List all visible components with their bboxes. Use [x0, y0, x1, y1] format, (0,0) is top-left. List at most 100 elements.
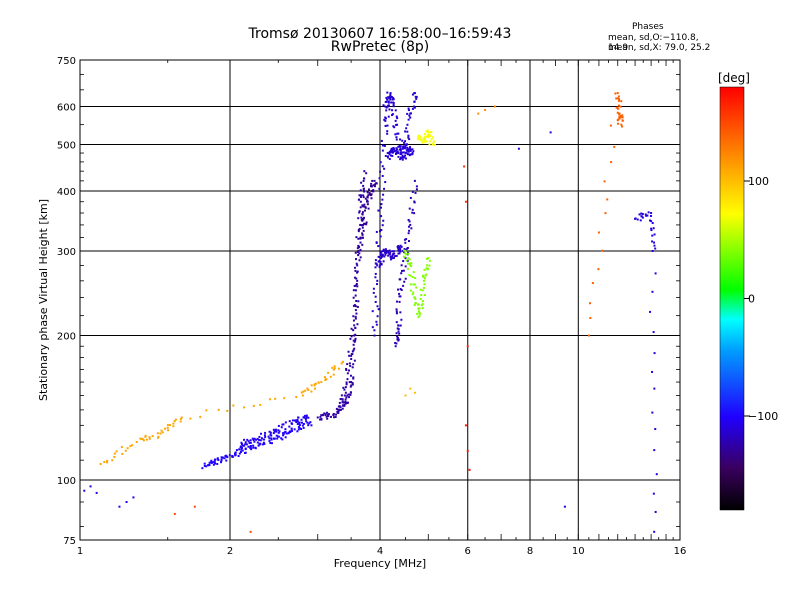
- data-point: [430, 138, 433, 141]
- data-point: [386, 132, 389, 135]
- data-point: [393, 126, 396, 129]
- data-point: [363, 203, 366, 206]
- data-point: [249, 439, 252, 442]
- data-point: [348, 381, 351, 384]
- data-point: [361, 236, 364, 239]
- data-point: [641, 212, 644, 215]
- data-point: [344, 386, 347, 389]
- data-point: [378, 266, 381, 269]
- data-point: [388, 253, 391, 256]
- data-point: [118, 505, 121, 508]
- data-point: [370, 190, 373, 193]
- data-point: [386, 124, 389, 127]
- data-point: [409, 289, 412, 292]
- data-point: [226, 409, 229, 412]
- data-point: [355, 236, 358, 239]
- data-point: [325, 378, 328, 381]
- data-point: [650, 227, 653, 230]
- data-point: [417, 136, 420, 139]
- data-point: [394, 341, 397, 344]
- data-point: [374, 272, 377, 275]
- data-point: [408, 240, 411, 243]
- data-point: [272, 432, 275, 435]
- data-point: [250, 447, 253, 450]
- data-point: [344, 400, 347, 403]
- data-point: [350, 353, 353, 356]
- data-point: [173, 512, 176, 515]
- data-point: [621, 116, 624, 119]
- data-point: [394, 345, 397, 348]
- data-point: [411, 93, 414, 96]
- colorbar-tick-label: 0: [748, 293, 755, 306]
- data-point: [179, 417, 182, 420]
- data-point: [433, 140, 436, 143]
- data-point: [346, 372, 349, 375]
- data-point: [214, 458, 217, 461]
- data-point: [364, 206, 367, 209]
- data-point: [327, 413, 330, 416]
- data-point: [355, 262, 358, 265]
- data-point: [413, 201, 416, 204]
- data-point: [324, 413, 327, 416]
- data-point: [272, 428, 275, 431]
- data-point: [258, 439, 261, 442]
- data-point: [402, 250, 405, 253]
- data-point: [274, 397, 277, 400]
- data-point: [404, 265, 407, 268]
- data-point: [373, 179, 376, 182]
- data-point: [425, 130, 428, 133]
- data-point: [430, 130, 433, 133]
- data-point: [157, 435, 160, 438]
- data-point: [359, 200, 362, 203]
- grid-lines: [80, 60, 680, 540]
- data-point: [383, 255, 386, 258]
- data-point: [354, 266, 357, 269]
- data-point: [251, 437, 254, 440]
- data-point: [378, 187, 381, 190]
- data-point: [214, 462, 217, 465]
- data-point: [397, 152, 400, 155]
- data-point: [411, 153, 414, 156]
- data-point: [339, 397, 342, 400]
- data-point: [397, 252, 400, 255]
- data-point: [405, 253, 408, 256]
- data-point: [346, 394, 349, 397]
- data-point: [408, 262, 411, 265]
- data-point: [409, 387, 412, 390]
- data-point: [407, 109, 410, 112]
- data-point: [189, 417, 192, 420]
- data-point: [597, 268, 600, 271]
- x-axis-label: Frequency [MHz]: [334, 557, 426, 570]
- data-point: [277, 424, 280, 427]
- data-point: [352, 363, 355, 366]
- data-point: [387, 104, 390, 107]
- data-point: [403, 280, 406, 283]
- data-point: [357, 254, 360, 257]
- data-point: [422, 137, 425, 140]
- data-point: [397, 288, 400, 291]
- data-point: [408, 220, 411, 223]
- data-point: [325, 415, 328, 418]
- data-point: [359, 196, 362, 199]
- data-point: [164, 427, 167, 430]
- data-point: [464, 200, 467, 203]
- data-point: [403, 255, 406, 258]
- data-point: [477, 112, 480, 115]
- data-point: [160, 429, 163, 432]
- data-point: [359, 236, 362, 239]
- data-point: [349, 364, 352, 367]
- data-point: [379, 257, 382, 260]
- data-point: [380, 255, 383, 258]
- data-point: [247, 440, 250, 443]
- data-point: [363, 222, 366, 225]
- data-point: [388, 157, 391, 160]
- data-point: [414, 191, 417, 194]
- data-point: [404, 143, 407, 146]
- data-point: [366, 195, 369, 198]
- data-point: [364, 197, 367, 200]
- data-point: [428, 143, 431, 146]
- data-point: [241, 444, 244, 447]
- data-point: [399, 151, 402, 154]
- data-point: [384, 248, 387, 251]
- data-point: [334, 415, 337, 418]
